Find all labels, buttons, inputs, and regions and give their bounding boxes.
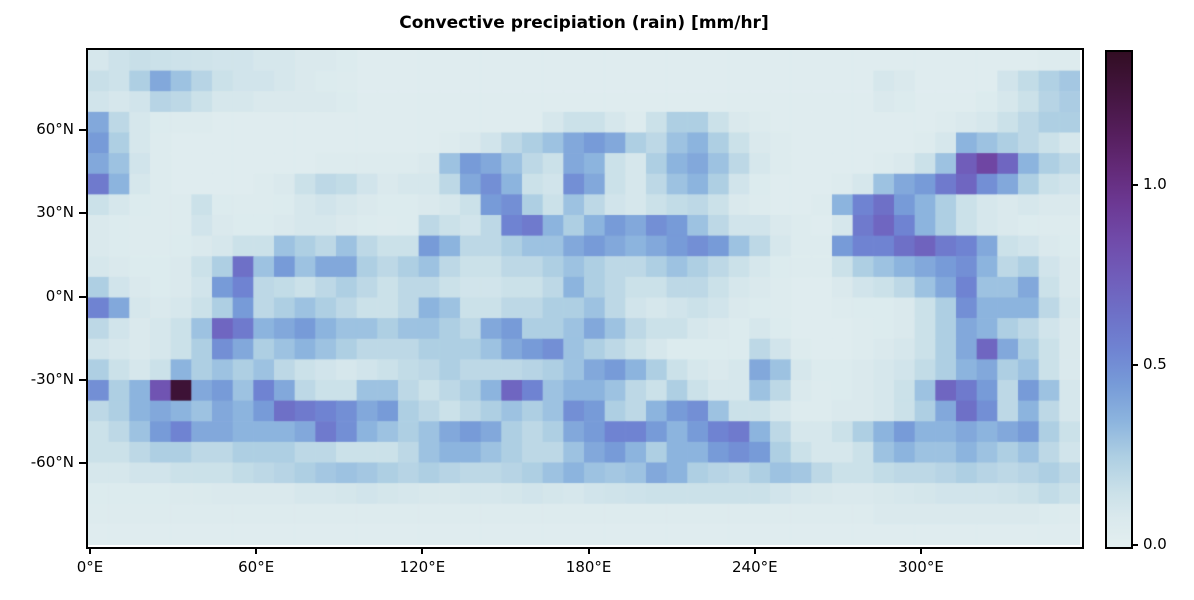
colorbar-tick-mark: [1131, 184, 1138, 186]
x-tick-mark: [920, 547, 922, 554]
x-tick-label: 300°E: [898, 558, 944, 576]
x-tick-mark: [89, 547, 91, 554]
colorbar-tick-label: 1.0: [1143, 175, 1167, 193]
colorbar-gradient: [1107, 52, 1131, 547]
x-tick-label: 240°E: [731, 558, 778, 576]
x-tick-mark: [587, 547, 590, 554]
x-tick-label: 120°E: [399, 558, 446, 576]
x-tick-label: 180°E: [565, 558, 612, 576]
colorbar-tick-label: 0.0: [1143, 535, 1167, 553]
x-tick-label: 60°E: [238, 558, 275, 576]
y-tick-label: 60°N: [36, 120, 74, 139]
y-tick-label: -30°N: [30, 369, 74, 388]
y-tick-mark: [79, 129, 86, 132]
colorbar-tick-mark: [1131, 544, 1138, 546]
y-tick-mark: [79, 378, 86, 381]
x-tick-mark: [255, 547, 258, 554]
plot-area: [88, 50, 1080, 545]
heatmap-canvas: [88, 50, 1080, 545]
y-tick-mark: [79, 212, 86, 215]
colorbar-tick-label: 0.5: [1143, 355, 1167, 373]
chart-title: Convective precipiation (rain) [mm/hr]: [399, 13, 769, 33]
y-tick-label: 30°N: [36, 203, 74, 222]
y-tick-mark: [79, 461, 86, 464]
x-tick-label: 0°E: [76, 558, 104, 576]
colorbar: [1105, 50, 1133, 549]
y-tick-label: -60°N: [30, 452, 74, 471]
colorbar-tick-mark: [1131, 364, 1138, 366]
x-tick-mark: [753, 547, 756, 554]
y-tick-mark: [79, 295, 86, 298]
x-tick-mark: [421, 547, 424, 554]
y-tick-label: 0°N: [45, 286, 74, 305]
